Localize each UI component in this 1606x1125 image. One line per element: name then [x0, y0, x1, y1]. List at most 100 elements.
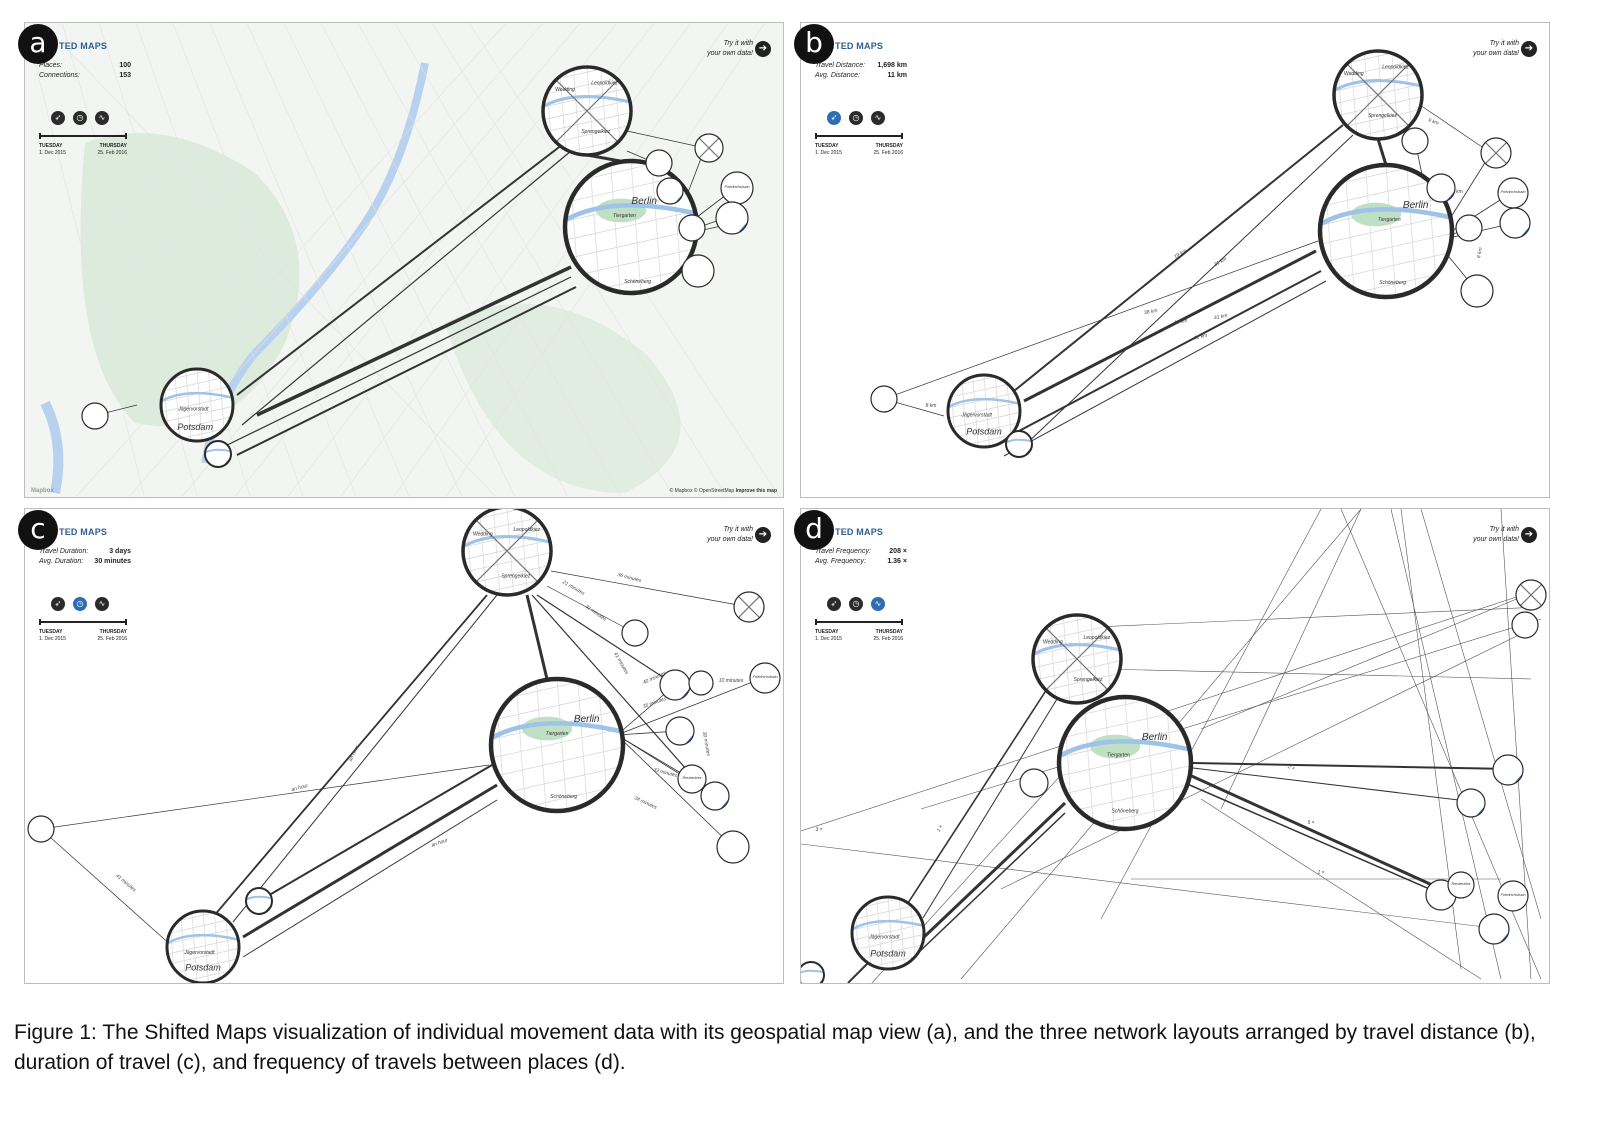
- place-node[interactable]: [688, 670, 714, 696]
- place-node[interactable]: [1456, 788, 1486, 818]
- place-label: Tiergarten: [613, 213, 636, 219]
- place-node[interactable]: [27, 815, 55, 843]
- place-node[interactable]: [700, 781, 730, 811]
- place-node[interactable]: Friedrichshain: [720, 171, 754, 205]
- place-label: Schöneberg: [1379, 280, 1406, 286]
- connection-edge: [536, 594, 676, 686]
- stat2-label: Avg. Distance:: [815, 72, 861, 79]
- clock-icon[interactable]: ◷: [73, 597, 87, 611]
- place-node[interactable]: [1515, 579, 1547, 611]
- place-node[interactable]: Jägervorstadt Potsdam: [850, 893, 927, 971]
- place-node[interactable]: [665, 716, 695, 746]
- forest-area: [80, 133, 300, 427]
- clock-icon[interactable]: ◷: [849, 597, 863, 611]
- place-node[interactable]: [694, 133, 724, 163]
- compass-icon[interactable]: ➶: [827, 597, 841, 611]
- mode-switcher: ➶ ◷ ∿: [51, 597, 109, 611]
- place-node[interactable]: [1480, 137, 1512, 169]
- place-node[interactable]: [621, 619, 649, 647]
- place-node[interactable]: [1401, 127, 1429, 155]
- place-node[interactable]: [1005, 430, 1033, 458]
- place-node[interactable]: [1492, 754, 1524, 786]
- place-node[interactable]: Friedrichshain: [749, 662, 781, 694]
- arrow-right-icon[interactable]: ➔: [1521, 41, 1537, 57]
- end-date: 25. Feb 2016: [97, 150, 127, 156]
- pulse-icon[interactable]: ∿: [871, 111, 885, 125]
- place-node[interactable]: [715, 201, 749, 235]
- place-node[interactable]: [1511, 611, 1539, 639]
- connection-edge: [40, 764, 490, 830]
- place-node[interactable]: Friedrichshain: [1497, 880, 1529, 912]
- arrow-right-icon[interactable]: ➔: [755, 527, 771, 543]
- place-node[interactable]: Reuterkiez: [677, 764, 707, 794]
- place-node[interactable]: Jägervorstadt Potsdam: [946, 371, 1023, 449]
- place-node[interactable]: [733, 591, 765, 623]
- pulse-icon[interactable]: ∿: [95, 597, 109, 611]
- place-node[interactable]: [204, 440, 232, 468]
- connection-edge: [550, 570, 750, 608]
- place-label: Berlin: [631, 196, 657, 207]
- place-node[interactable]: [659, 669, 691, 701]
- pulse-icon[interactable]: ∿: [95, 111, 109, 125]
- compass-icon[interactable]: ➶: [827, 111, 841, 125]
- place-node[interactable]: [870, 385, 898, 413]
- place-node[interactable]: Wedding Leopoldkiez Sprengelkiez: [1031, 610, 1125, 705]
- timeline-slider[interactable]: TUESDAY 1. Dec 2015 THURSDAY 25. Feb 2016: [39, 133, 127, 157]
- end-date: 25. Feb 2016: [97, 636, 127, 642]
- place-node[interactable]: [1460, 274, 1494, 308]
- timeline-slider[interactable]: TUESDAY 1. Dec 2015 THURSDAY 25. Feb 2016: [815, 619, 903, 643]
- clock-icon[interactable]: ◷: [73, 111, 87, 125]
- place-node[interactable]: Wedding Leopoldkiez Sprengelkiez: [541, 62, 635, 157]
- place-label: Berlin: [574, 714, 600, 725]
- panel-badge-b: b: [794, 24, 834, 64]
- pulse-icon[interactable]: ∿: [871, 597, 885, 611]
- place-node[interactable]: Reuterkiez: [1447, 871, 1475, 899]
- clock-icon[interactable]: ◷: [849, 111, 863, 125]
- edge-label: 34 minutes: [633, 795, 658, 811]
- place-node[interactable]: [1499, 207, 1531, 239]
- place-node[interactable]: [645, 149, 673, 177]
- place-node[interactable]: [245, 887, 273, 915]
- place-node[interactable]: [681, 254, 715, 288]
- place-node[interactable]: [1478, 913, 1510, 945]
- arrow-right-icon[interactable]: ➔: [1521, 527, 1537, 543]
- place-node[interactable]: [1019, 768, 1049, 798]
- stat1-value: 1,698 km: [877, 62, 907, 69]
- place-label: Wedding: [555, 87, 575, 93]
- edge-label: 31 km: [1213, 256, 1228, 268]
- timeline-slider[interactable]: TUESDAY 1. Dec 2015 THURSDAY 25. Feb 2016: [815, 133, 903, 157]
- compass-icon[interactable]: ➶: [51, 111, 65, 125]
- edge-label: 19 km: [1173, 248, 1188, 260]
- place-node[interactable]: Jägervorstadt Potsdam: [165, 907, 242, 984]
- place-node[interactable]: Jägervorstadt Potsdam: [159, 365, 236, 443]
- timeline-slider[interactable]: TUESDAY 1. Dec 2015 THURSDAY 25. Feb 2016: [39, 619, 127, 643]
- place-label: Friedrichshain: [724, 184, 750, 189]
- stat2-label: Avg. Frequency:: [815, 558, 866, 565]
- connection-edge: [1003, 280, 1327, 457]
- connection-edge: [801, 843, 1502, 930]
- place-node[interactable]: [801, 961, 825, 984]
- panel-badge-d: d: [794, 510, 834, 550]
- place-node[interactable]: Wedding Leopoldkiez Sprengelkiez: [1332, 46, 1426, 141]
- edge-label: 35 minutes: [642, 696, 668, 710]
- place-label: Jägervorstadt: [183, 950, 215, 956]
- place-node[interactable]: [1426, 173, 1456, 203]
- place-node[interactable]: [656, 177, 684, 205]
- place-node[interactable]: [716, 830, 750, 864]
- stat1-label: Travel Duration:: [39, 548, 89, 555]
- arrow-right-icon[interactable]: ➔: [755, 41, 771, 57]
- edge-label: 11 km: [1194, 333, 1208, 342]
- connection-edge: [883, 240, 1319, 400]
- place-node[interactable]: [678, 214, 706, 242]
- end-day: THURSDAY: [99, 143, 127, 149]
- place-node[interactable]: Friedrichshain: [1497, 177, 1529, 209]
- edge-label: 31 minutes: [584, 604, 608, 623]
- place-node[interactable]: [1455, 214, 1483, 242]
- place-node[interactable]: Wedding Leopoldkiez Sprengelkiez: [461, 509, 555, 598]
- place-node[interactable]: [81, 402, 109, 430]
- improve-map-link[interactable]: Improve this map: [735, 488, 777, 494]
- compass-icon[interactable]: ➶: [51, 597, 65, 611]
